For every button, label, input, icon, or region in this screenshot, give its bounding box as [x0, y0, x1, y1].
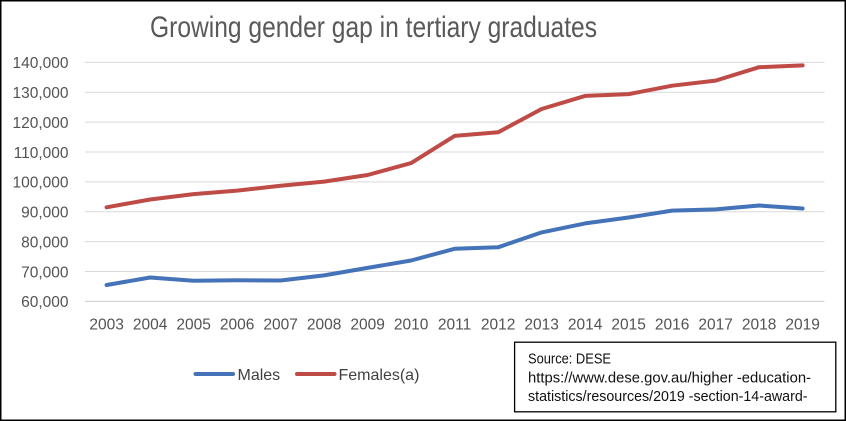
svg-text:statistics/resources/2019 -se: statistics/resources/2019 -section-14-aw… — [528, 389, 808, 405]
svg-text:2017: 2017 — [698, 316, 732, 333]
svg-text:2018: 2018 — [742, 316, 776, 333]
svg-text:Source: DESE: Source: DESE — [528, 352, 611, 368]
svg-text:2010: 2010 — [394, 316, 429, 333]
svg-text:2009: 2009 — [350, 316, 384, 333]
svg-text:Growing gender gap in tertiary: Growing gender gap in tertiary graduates — [150, 11, 597, 44]
svg-text:120,000: 120,000 — [12, 115, 68, 132]
svg-text:2014: 2014 — [568, 316, 603, 333]
svg-text:2019: 2019 — [785, 316, 819, 333]
svg-text:70,000: 70,000 — [21, 264, 69, 281]
svg-text:2006: 2006 — [220, 316, 254, 333]
svg-text:2007: 2007 — [263, 316, 297, 333]
svg-text:2003: 2003 — [89, 316, 123, 333]
svg-text:130,000: 130,000 — [12, 85, 68, 102]
svg-text:2015: 2015 — [611, 316, 645, 333]
svg-text:2013: 2013 — [524, 316, 558, 333]
svg-text:140,000: 140,000 — [12, 55, 68, 72]
svg-text:60,000: 60,000 — [21, 294, 69, 311]
svg-text:Females(a): Females(a) — [339, 367, 420, 384]
svg-text:2004: 2004 — [133, 316, 168, 333]
svg-text:110,000: 110,000 — [14, 145, 69, 162]
svg-text:80,000: 80,000 — [21, 234, 69, 251]
svg-text:2005: 2005 — [176, 316, 210, 333]
svg-text:2011: 2011 — [438, 316, 471, 333]
svg-text:Males: Males — [238, 367, 281, 384]
svg-text:2012: 2012 — [481, 316, 515, 333]
svg-text:2008: 2008 — [307, 316, 341, 333]
svg-text:2016: 2016 — [655, 316, 689, 333]
svg-text:https://www.dese.gov.au/higher: https://www.dese.gov.au/higher -educatio… — [528, 370, 811, 386]
svg-text:100,000: 100,000 — [12, 175, 68, 192]
svg-text:90,000: 90,000 — [21, 205, 69, 222]
